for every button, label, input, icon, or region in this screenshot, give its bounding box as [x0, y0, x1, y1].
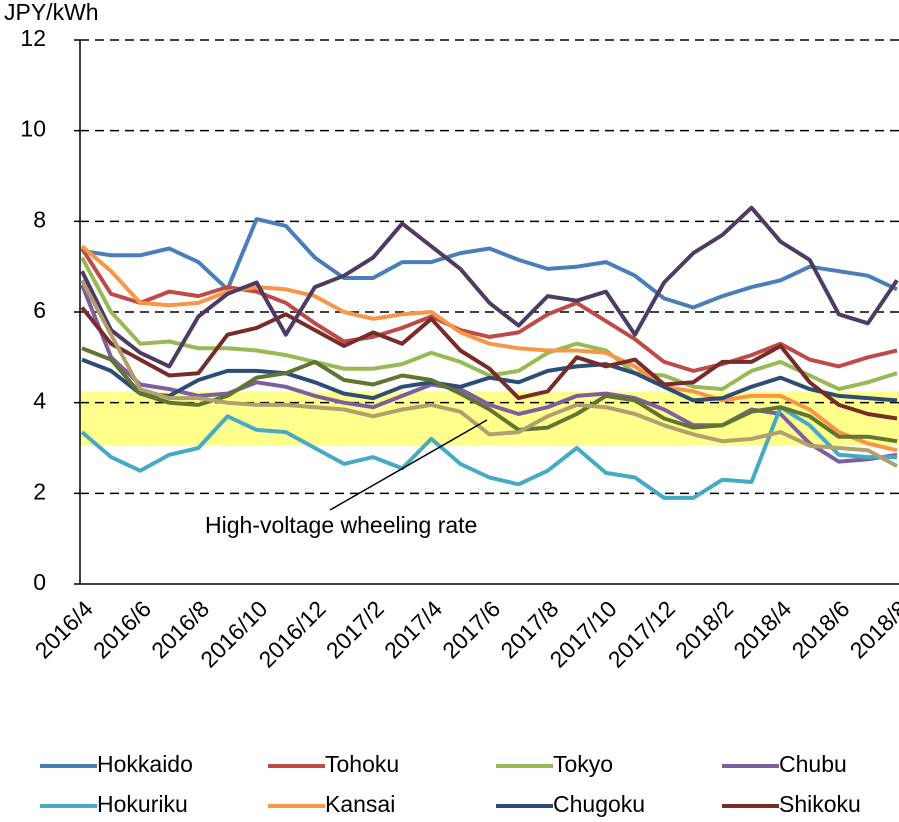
x-tick-label: 2018/6 [786, 595, 854, 663]
annotation: High-voltage wheeling rate [205, 512, 477, 538]
legend-label: Chubu [779, 751, 847, 777]
y-tick-label: 6 [33, 297, 46, 323]
series-line [80, 405, 897, 500]
legend-label: Shikoku [779, 791, 861, 817]
y-tick-label: 4 [33, 388, 46, 414]
x-tick-label: 2017/6 [437, 595, 505, 663]
x-tick-label: 2017/2 [321, 595, 389, 663]
legend-label: Hokkaido [97, 751, 193, 777]
x-tick-label: 2017/4 [379, 595, 447, 663]
series-line [81, 217, 898, 310]
y-tick-label: 2 [33, 478, 46, 504]
x-tick-label: 2018/2 [670, 595, 738, 663]
series-line [80, 306, 898, 421]
annotation-arrow [329, 419, 488, 511]
y-tick-label: 12 [20, 25, 46, 51]
legend-label: Tokyo [553, 751, 613, 777]
legend-label: Hokuriku [97, 791, 188, 817]
series-line [81, 346, 898, 444]
x-tick-label: 2018/8 [845, 595, 899, 663]
legend-label: Chugoku [553, 791, 645, 817]
legend-label: Tohoku [325, 751, 399, 777]
y-tick-label: 8 [33, 206, 46, 232]
y-tick-label: 10 [20, 116, 46, 142]
legend-label: Kansai [325, 791, 395, 817]
x-tick-label: 2016/6 [88, 595, 156, 663]
series-line [80, 247, 898, 373]
series-line [80, 205, 899, 369]
series-line [80, 244, 898, 453]
series-line [80, 279, 898, 468]
y-axis-label: JPY/kWh [4, 0, 99, 25]
x-tick-label: 2018/4 [728, 595, 796, 663]
series-line [81, 357, 898, 403]
y-tick-label: 0 [33, 569, 46, 595]
x-tick-label: 2016/4 [30, 595, 98, 663]
